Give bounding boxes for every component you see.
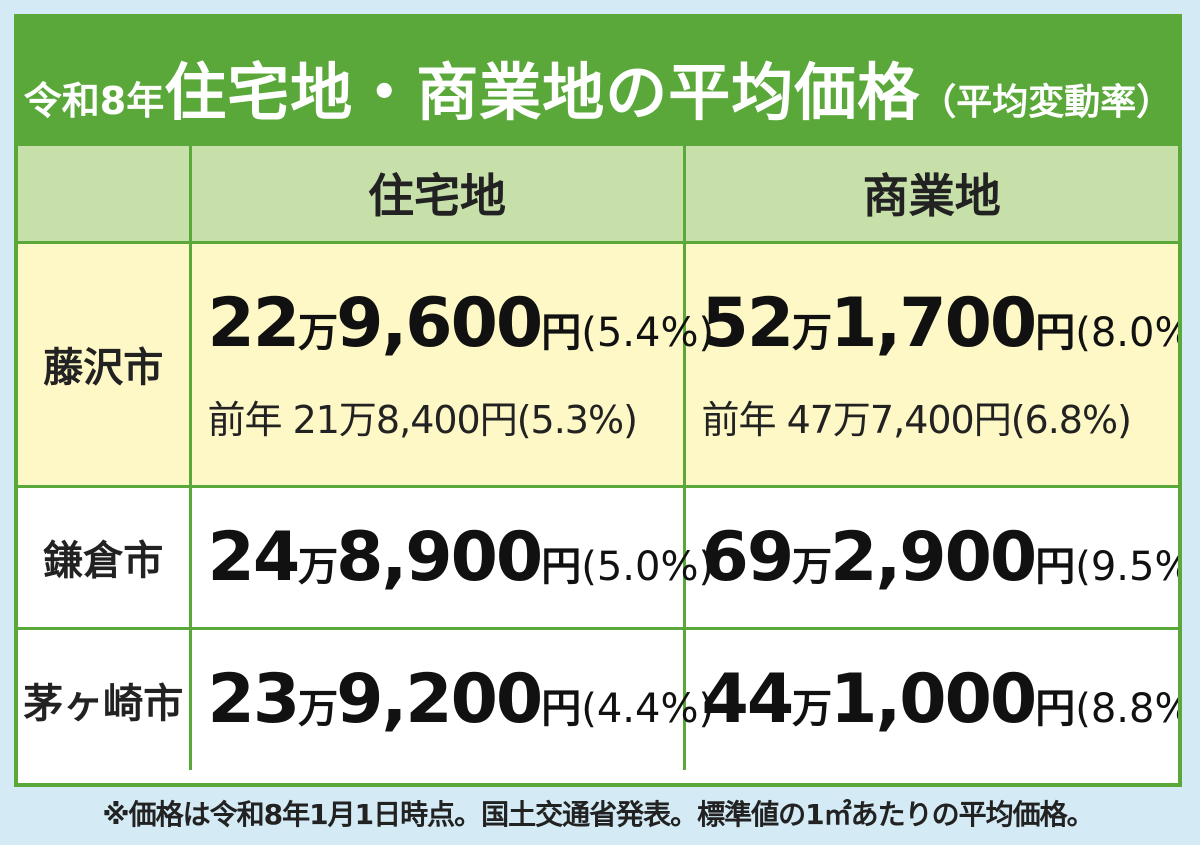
commercial-price: 69 万 2,900 円 (9.5%) (702, 518, 1179, 597)
price-man-digits: 24 (207, 517, 301, 597)
price-yen-unit: 円 (1035, 686, 1075, 733)
price-rest-digits: 9,600 (336, 284, 543, 363)
commercial-price-cell: 69 万 2,900 円 (9.5%) (682, 484, 1179, 630)
city-name: 茅ヶ崎市 (18, 626, 192, 770)
price-yen-unit: 円 (541, 686, 581, 733)
change-rate: (4.4%) (581, 686, 715, 733)
commercial-price: 52 万 1,700 円 (8.0%) (702, 284, 1179, 363)
price-man-unit: 万 (298, 686, 338, 733)
header-commercial: 商業地 (682, 146, 1178, 244)
residential-price: 24 万 8,900 円 (5.0%) (207, 517, 715, 597)
table-title: 令和8年 住宅地・商業地の平均価格 （平均変動率） (18, 18, 1178, 146)
residential-price-cell: 22 万 9,600 円 (5.4%) 前年 21万8,400円(5.3%) (188, 240, 715, 488)
price-table: 住宅地 商業地 藤沢市 22 万 9,600 円 (5.4%) 前年 21万8,… (18, 146, 1178, 770)
previous-year-price: 前年 47万7,400円(6.8%) (701, 398, 1132, 442)
price-table-panel: 令和8年 住宅地・商業地の平均価格 （平均変動率） 住宅地 商業地 藤沢市 22… (14, 14, 1182, 787)
table-row-chigasaki: 茅ヶ崎市 23 万 9,200 円 (4.4%) 44 万 1,000 円 (8… (18, 626, 1179, 770)
price-man-unit: 万 (298, 310, 338, 356)
commercial-price-cell: 52 万 1,700 円 (8.0%) 前年 47万7,400円(6.8%) (682, 240, 1179, 488)
residential-price-cell: 23 万 9,200 円 (4.4%) (188, 626, 715, 770)
city-name: 鎌倉市 (18, 484, 192, 630)
price-yen-unit: 円 (1035, 310, 1075, 356)
price-rest-digits: 1,700 (830, 284, 1037, 363)
price-man-unit: 万 (298, 543, 338, 590)
city-name: 藤沢市 (18, 240, 192, 488)
change-rate: (5.0%) (581, 543, 715, 590)
price-man-digits: 44 (701, 660, 795, 740)
price-man-digits: 52 (701, 284, 795, 363)
price-rest-digits: 8,900 (336, 517, 543, 597)
price-man-unit: 万 (792, 310, 832, 356)
header-corner (18, 146, 192, 244)
title-prefix: 令和8年 (23, 79, 165, 123)
table-row-kamakura: 鎌倉市 24 万 8,900 円 (5.0%) 69 万 2,900 円 (9.… (18, 484, 1179, 630)
price-rest-digits: 1,000 (830, 660, 1037, 740)
price-rest-digits: 9,200 (336, 660, 543, 740)
change-rate: (9.5%) (1075, 543, 1178, 590)
residential-price-cell: 24 万 8,900 円 (5.0%) (188, 484, 715, 630)
change-rate: (5.4%) (581, 310, 715, 356)
footnote: ※価格は令和8年1月1日時点。国土交通省発表。標準値の1㎡あたりの平均価格。 (102, 798, 1094, 831)
header-row: 住宅地 商業地 (18, 146, 1178, 244)
commercial-price: 44 万 1,000 円 (8.8%) (702, 660, 1179, 739)
price-man-digits: 69 (701, 517, 795, 597)
previous-year-price: 前年 21万8,400円(5.3%) (207, 398, 638, 442)
change-rate: (8.8%) (1075, 686, 1178, 733)
change-rate: (8.0%) (1075, 310, 1178, 356)
title-main: 住宅地・商業地の平均価格 (164, 56, 921, 129)
price-man-unit: 万 (792, 686, 832, 733)
price-yen-unit: 円 (1035, 543, 1075, 590)
title-suffix: （平均変動率） (920, 82, 1173, 123)
price-rest-digits: 2,900 (830, 517, 1037, 597)
price-man-unit: 万 (792, 543, 832, 590)
header-residential: 住宅地 (188, 146, 686, 244)
price-man-digits: 23 (207, 660, 301, 740)
table-row-fujisawa: 藤沢市 22 万 9,600 円 (5.4%) 前年 21万8,400円(5.3… (18, 240, 1179, 488)
price-yen-unit: 円 (541, 310, 581, 356)
price-man-digits: 22 (207, 284, 301, 363)
price-yen-unit: 円 (541, 543, 581, 590)
commercial-price-cell: 44 万 1,000 円 (8.8%) (682, 626, 1179, 770)
residential-price: 23 万 9,200 円 (4.4%) (207, 660, 715, 740)
residential-price: 22 万 9,600 円 (5.4%) (207, 284, 715, 363)
